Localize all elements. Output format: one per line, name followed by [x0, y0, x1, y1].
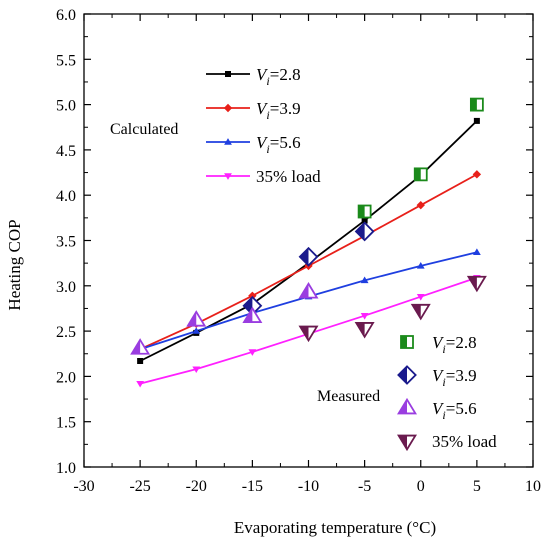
data-point-meas_28 [469, 97, 484, 112]
data-point-meas_39 [298, 246, 319, 267]
data-point-meas_35 [466, 275, 487, 293]
y-tick-label: 1.5 [56, 415, 76, 432]
x-tick-label: 10 [525, 478, 541, 495]
data-point-calc_56 [416, 261, 425, 269]
x-tick-label: 5 [473, 478, 481, 495]
data-point-meas_35 [298, 325, 319, 343]
legend-label-meas_56: Vi=5.6 [432, 399, 477, 422]
y-tick-label: 5.5 [56, 52, 76, 69]
legend-marker-calc_35 [224, 173, 232, 180]
x-tick-label: 0 [417, 478, 425, 495]
y-tick-label: 4.5 [56, 143, 76, 160]
x-tick-label: -30 [73, 478, 94, 495]
data-point-calc_35 [416, 293, 425, 301]
data-point-calc_39 [472, 170, 482, 179]
legend-label-meas_35: 35% load [432, 432, 497, 451]
y-tick-label: 3.0 [56, 279, 76, 296]
legend-label-calc_28: Vi=2.8 [256, 65, 301, 88]
data-point-calc_35 [360, 312, 369, 320]
data-point-calc_35 [248, 349, 257, 356]
data-point-calc_28 [473, 117, 480, 124]
legend-title-calculated: Calculated [110, 121, 178, 138]
legend-label-meas_28: Vi=2.8 [432, 333, 477, 356]
data-point-calc_39 [248, 291, 257, 300]
legend-label-meas_39: Vi=3.9 [432, 366, 477, 389]
y-tick-label: 3.5 [56, 234, 76, 251]
x-axis-label: Evaporating temperature (°C) [234, 518, 436, 537]
legend-marker-meas_39 [397, 365, 417, 385]
data-point-meas_56 [242, 306, 263, 323]
y-tick-label: 2.5 [56, 324, 76, 341]
data-point-meas_56 [130, 338, 151, 355]
legend-marker-meas_28 [400, 335, 414, 349]
legend-title-measured: Measured [317, 388, 380, 405]
legend-marker-calc_39 [223, 103, 233, 113]
x-tick-label: -20 [186, 478, 207, 495]
x-tick-label: -25 [129, 478, 150, 495]
data-point-calc_35 [136, 380, 145, 388]
data-point-meas_56 [186, 310, 207, 327]
data-point-meas_35 [354, 322, 375, 339]
data-point-calc_35 [192, 366, 201, 374]
legend-marker-calc_28 [225, 71, 231, 77]
y-tick-label: 6.0 [56, 7, 76, 24]
x-tick-label: -10 [298, 478, 319, 495]
x-tick-label: -5 [358, 478, 371, 495]
data-point-calc_28 [361, 217, 368, 224]
legend-label-calc_39: Vi=3.9 [256, 99, 301, 122]
y-tick-label: 4.0 [56, 188, 76, 205]
y-tick-label: 5.0 [56, 98, 76, 115]
legend-label-calc_56: Vi=5.6 [256, 133, 301, 156]
x-tick-label: -15 [242, 478, 263, 495]
data-point-meas_28 [413, 167, 428, 182]
legend-marker-meas_56 [397, 397, 417, 415]
axis-ticks: -30 -25 -20 -15 -10 -5 0 5 10 1.0 1.5 2.0 2.5 3.0 3.5 4… [56, 7, 541, 495]
legend-marker-meas_35 [397, 434, 417, 452]
data-point-calc_28 [137, 357, 144, 364]
chart-legend: Calculated Vi=2.8 Vi=3.9 Vi=5.6 35% load Meas… [110, 65, 497, 452]
data-point-calc_56 [360, 276, 369, 284]
data-point-calc_56 [472, 248, 481, 255]
data-point-meas_35 [410, 303, 431, 321]
y-tick-label: 2.0 [56, 369, 76, 386]
data-point-meas_56 [298, 282, 319, 299]
data-point-calc_56 [192, 327, 201, 334]
y-tick-label: 1.0 [56, 460, 76, 477]
legend-label-calc_35: 35% load [256, 167, 321, 186]
data-point-meas_39 [354, 221, 375, 242]
series-markers [130, 97, 487, 388]
data-point-calc_39 [416, 200, 425, 210]
data-point-meas_28 [357, 204, 372, 219]
legend-marker-calc_56 [224, 138, 232, 145]
y-axis-label: Heating COP [5, 219, 24, 310]
